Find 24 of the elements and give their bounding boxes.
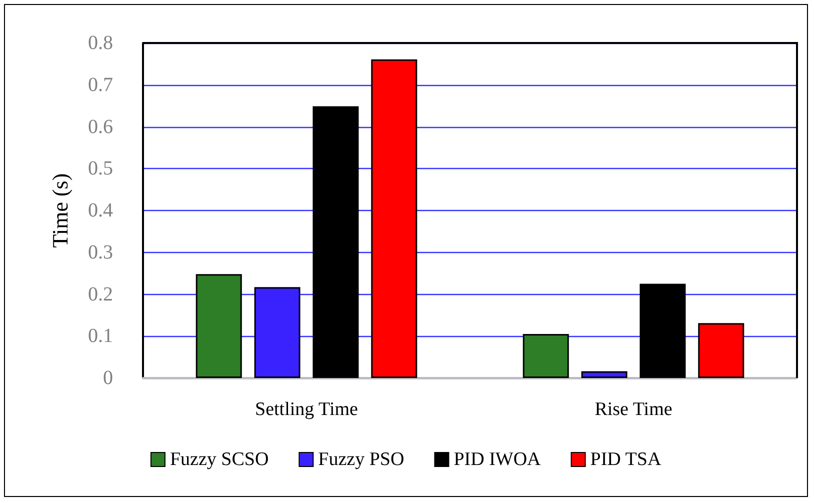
y-tick-label: 0.3 <box>88 241 113 264</box>
y-tick-label: 0.8 <box>88 32 113 54</box>
bar <box>640 284 686 378</box>
legend-label: PID IWOA <box>454 449 542 470</box>
y-tick-label: 0.6 <box>88 116 113 138</box>
legend-label: Fuzzy PSO <box>318 449 404 470</box>
y-tick-label: 0 <box>103 367 113 389</box>
x-tick-label: Rise Time <box>594 399 672 420</box>
y-tick-label: 0.1 <box>88 325 113 348</box>
bar <box>698 323 744 378</box>
bar <box>371 59 418 378</box>
y-tick-label: 0.4 <box>88 200 113 222</box>
bar <box>522 334 569 378</box>
y-tick-label: 0.2 <box>88 283 113 306</box>
bar <box>312 106 359 378</box>
y-axis-title: Time (s) <box>48 173 72 248</box>
legend-label: PID TSA <box>590 449 662 470</box>
bar <box>581 371 628 378</box>
y-tick-label: 0.5 <box>88 158 113 180</box>
x-tick-label: Settling Time <box>255 399 358 420</box>
y-tick-label: 0.7 <box>88 74 113 96</box>
legend-label: Fuzzy SCSO <box>170 449 269 470</box>
bar <box>196 274 242 378</box>
bar <box>254 287 300 378</box>
